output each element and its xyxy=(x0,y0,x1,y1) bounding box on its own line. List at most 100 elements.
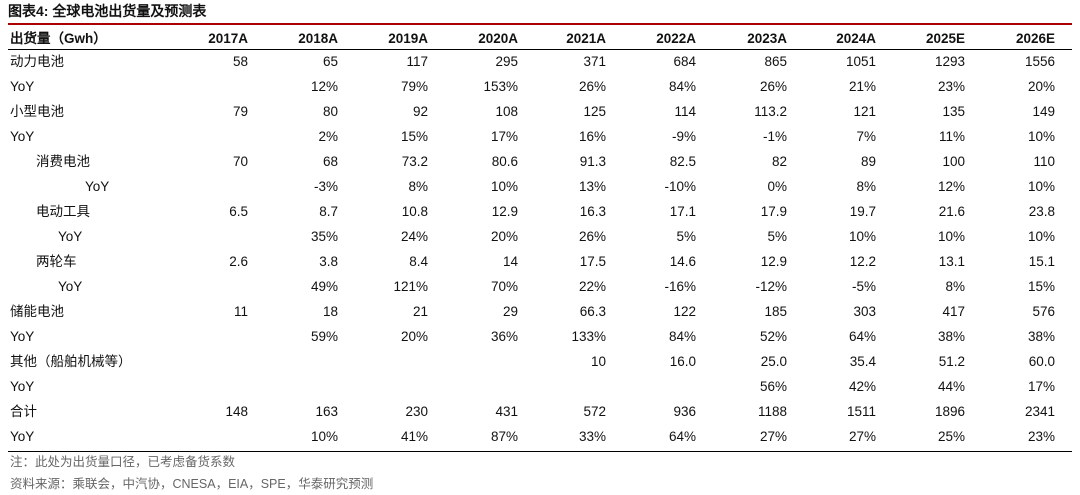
cell: 5% xyxy=(676,229,696,244)
row-label: YoY xyxy=(58,279,83,294)
cell: 73.2 xyxy=(401,154,428,169)
cell: 1511 xyxy=(846,404,876,419)
header-cell: 2026E xyxy=(1015,31,1055,46)
cell: 22% xyxy=(578,279,606,294)
row-label: YoY xyxy=(58,229,83,244)
header-cell: 2019A xyxy=(388,31,428,46)
cell: 371 xyxy=(583,54,606,69)
row-label: 消费电池 xyxy=(36,154,90,169)
cell: 6.5 xyxy=(229,204,248,219)
cell: 7% xyxy=(856,129,876,144)
cell: 91.3 xyxy=(579,154,606,169)
cell: 21 xyxy=(412,304,428,319)
table-title: 图表4: 全球电池出货量及预测表 xyxy=(8,3,207,19)
cell: 15% xyxy=(1027,279,1055,294)
row-label: 动力电池 xyxy=(10,54,64,69)
cell: 26% xyxy=(759,79,787,94)
cell: 10% xyxy=(937,229,965,244)
cell: 10 xyxy=(590,354,606,369)
cell: 65 xyxy=(322,54,338,69)
cell: 80.6 xyxy=(491,154,518,169)
cell: 572 xyxy=(583,404,606,419)
cell: 2% xyxy=(318,129,338,144)
cell: -12% xyxy=(755,279,787,294)
cell: 33% xyxy=(578,429,606,444)
cell: -16% xyxy=(664,279,696,294)
cell: 35.4 xyxy=(849,354,876,369)
cell: 87% xyxy=(490,429,518,444)
cell: 64% xyxy=(848,329,876,344)
header-cell: 2022A xyxy=(656,31,696,46)
cell: 8.4 xyxy=(409,254,428,269)
cell: 17.9 xyxy=(760,204,787,219)
row-label: 小型电池 xyxy=(10,104,64,119)
cell: 114 xyxy=(674,104,696,119)
cell: 13.1 xyxy=(938,254,965,269)
cell: 52% xyxy=(759,329,787,344)
cell: 23% xyxy=(1027,429,1055,444)
cell: 21% xyxy=(848,79,876,94)
header-cell: 2017A xyxy=(208,31,248,46)
cell: 1051 xyxy=(845,54,876,69)
cell: 117 xyxy=(406,54,428,69)
cell: 16% xyxy=(578,129,606,144)
cell: 8% xyxy=(945,279,965,294)
source: 资料来源：乘联会，中汽协，CNESA，EIA，SPE，华泰研究预测 xyxy=(10,477,374,491)
cell: 5% xyxy=(767,229,787,244)
cell: 20% xyxy=(490,229,518,244)
cell: 3.8 xyxy=(319,254,338,269)
cell: 29 xyxy=(502,304,518,319)
row-label: YoY xyxy=(10,329,35,344)
cell: 38% xyxy=(937,329,965,344)
cell: 38% xyxy=(1027,329,1055,344)
cell: 10% xyxy=(848,229,876,244)
cell: 12.2 xyxy=(849,254,876,269)
cell: 25.0 xyxy=(760,354,787,369)
cell: 121 xyxy=(853,104,876,119)
cell: 2.6 xyxy=(229,254,248,269)
row-label: 电动工具 xyxy=(36,204,90,219)
cell: 8% xyxy=(856,179,876,194)
cell: 10% xyxy=(1027,179,1055,194)
cell: 11% xyxy=(938,129,965,144)
cell: 66.3 xyxy=(579,304,606,319)
cell: 15.1 xyxy=(1028,254,1055,269)
cell: 16.0 xyxy=(669,354,696,369)
cell: 92 xyxy=(412,104,428,119)
cell: -10% xyxy=(664,179,696,194)
cell: 295 xyxy=(495,54,518,69)
cell: 684 xyxy=(673,54,696,69)
cell: 27% xyxy=(759,429,787,444)
cell: 8.7 xyxy=(319,204,338,219)
cell: 19.7 xyxy=(849,204,876,219)
row-label: YoY xyxy=(10,429,35,444)
cell: 417 xyxy=(942,304,965,319)
cell: 17% xyxy=(490,129,518,144)
cell: 135 xyxy=(942,104,965,119)
cell: 41% xyxy=(400,429,428,444)
cell: 1188 xyxy=(757,404,787,419)
header-rule xyxy=(8,49,1072,50)
cell: 20% xyxy=(400,329,428,344)
cell: 16.3 xyxy=(579,204,606,219)
cell: 17.1 xyxy=(669,204,696,219)
cell: 70% xyxy=(490,279,518,294)
cell: 27% xyxy=(848,429,876,444)
cell: 23.8 xyxy=(1028,204,1055,219)
cell: 79% xyxy=(400,79,428,94)
cell: 1556 xyxy=(1024,54,1055,69)
cell: 113.2 xyxy=(754,104,787,119)
cell: 10% xyxy=(1027,229,1055,244)
cell: 26% xyxy=(578,229,606,244)
cell: 10% xyxy=(1027,129,1055,144)
cell: -3% xyxy=(313,179,338,194)
cell: 26% xyxy=(578,79,606,94)
header-cell: 2025E xyxy=(925,31,965,46)
cell: 153% xyxy=(483,79,518,94)
header-cell: 2020A xyxy=(478,31,518,46)
cell: 15% xyxy=(400,129,428,144)
cell: 303 xyxy=(853,304,876,319)
cell: 17% xyxy=(1027,379,1055,394)
cell: 12% xyxy=(310,79,338,94)
cell: 18 xyxy=(322,304,338,319)
